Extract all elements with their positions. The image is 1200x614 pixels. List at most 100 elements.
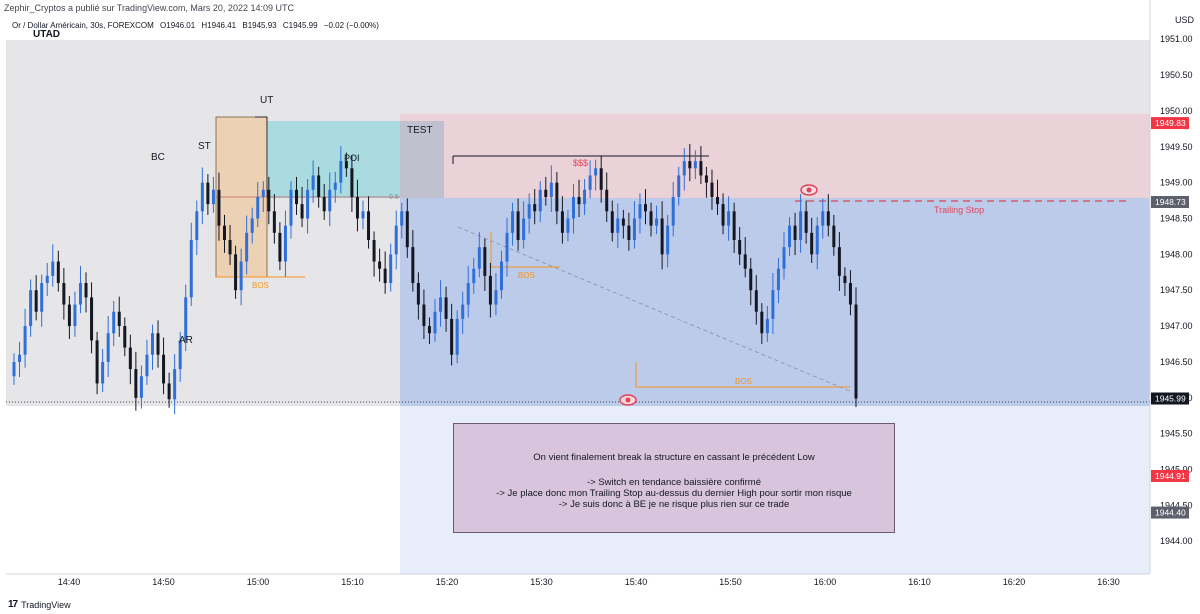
- candle-body: [732, 211, 736, 240]
- y-tick-label: 1946.50: [1160, 357, 1193, 367]
- label-bc: BC: [151, 152, 165, 163]
- candle-body: [389, 254, 393, 284]
- price-axis: 1951.00 1950.50 1950.00 1949.50 1949.00 1948.…: [1160, 34, 1193, 546]
- candle-body: [217, 189, 221, 226]
- candle-body: [328, 189, 332, 212]
- candle-body: [738, 240, 742, 255]
- candle-body: [211, 189, 215, 205]
- candle-body: [306, 189, 310, 219]
- candle-body: [516, 211, 520, 240]
- candle-body: [344, 161, 348, 169]
- eye-icon: [619, 394, 637, 406]
- candle-body: [538, 189, 542, 212]
- candle-body: [112, 311, 116, 334]
- candle-body: [799, 211, 803, 240]
- candle-body: [394, 225, 398, 255]
- y-tick-label: 1945.50: [1160, 429, 1193, 439]
- ohlc-close: C1945.99: [282, 21, 318, 30]
- candle-body: [123, 326, 127, 348]
- candle-body: [239, 261, 243, 291]
- candle-body: [206, 182, 210, 205]
- candle-body: [383, 268, 387, 284]
- candle-body: [644, 204, 647, 212]
- candle-body: [804, 211, 808, 233]
- y-tick-label: 1944.50: [1160, 500, 1193, 510]
- candle-body: [716, 196, 720, 205]
- candle-body: [444, 297, 448, 319]
- candle-body: [300, 204, 304, 219]
- candle-body: [571, 196, 575, 219]
- candle-body: [311, 175, 315, 190]
- y-tick-label: 1950.50: [1160, 70, 1193, 80]
- price-badge-label: 1944.40: [1155, 508, 1186, 518]
- distribution-zone: [400, 198, 1150, 406]
- label-st: ST: [198, 141, 211, 152]
- candle-body: [605, 189, 609, 212]
- candle-body: [405, 211, 409, 248]
- candle-body: [333, 182, 337, 190]
- label-fib: 0.5: [389, 194, 399, 201]
- bos2-line: [490, 232, 560, 268]
- candle-body: [693, 161, 697, 169]
- st-box: [215, 116, 268, 278]
- candles-group: [12, 143, 858, 415]
- ohlc-low: B1945.93: [242, 21, 277, 30]
- candle-body: [433, 311, 437, 334]
- candle-body: [23, 326, 27, 355]
- analysis-note[interactable]: On vient finalement break la structure e…: [453, 423, 895, 533]
- range-zone-gray: [6, 40, 1150, 406]
- price-badge-label: 1948.73: [1155, 197, 1186, 207]
- candle-body: [145, 354, 149, 377]
- candle-body: [62, 283, 66, 305]
- candle-body: [848, 283, 852, 305]
- x-tick-label: 15:50: [719, 577, 742, 587]
- candle-body: [427, 326, 431, 334]
- candle-body: [322, 196, 326, 212]
- candle-body: [826, 211, 830, 226]
- candle-body: [494, 290, 498, 305]
- candle-body: [821, 211, 825, 226]
- candle-body: [544, 189, 548, 197]
- candle-body: [638, 204, 642, 219]
- candle-body: [749, 268, 753, 291]
- candle-body: [577, 196, 581, 205]
- candle-body: [156, 333, 160, 355]
- candle-body: [555, 182, 559, 212]
- candle-body: [339, 161, 343, 183]
- symbol-name[interactable]: Or / Dollar Américain, 30s, FOREXCOM: [12, 21, 154, 30]
- price-badge-bg: [1151, 506, 1189, 519]
- bos3-line: [635, 362, 850, 388]
- candle-body: [378, 261, 382, 269]
- price-badge-bg: [1151, 469, 1189, 482]
- label-ut: UT: [260, 95, 273, 106]
- candle-body: [832, 225, 836, 248]
- label-bos-2: BOS: [518, 271, 535, 280]
- candle-body: [671, 196, 675, 226]
- label-bos-1: BOS: [252, 281, 269, 290]
- candle-body: [616, 218, 620, 233]
- candle-body: [765, 318, 769, 334]
- x-tick-label: 15:40: [625, 577, 648, 587]
- candle-body: [727, 211, 731, 226]
- x-tick-label: 16:00: [814, 577, 837, 587]
- x-tick-label: 16:30: [1097, 577, 1120, 587]
- y-tick-label: 1948.00: [1160, 249, 1193, 259]
- candle-body: [67, 304, 71, 327]
- x-tick-label: 15:20: [436, 577, 459, 587]
- candle-body: [522, 218, 526, 240]
- candle-body: [472, 268, 476, 284]
- candle-body: [78, 283, 82, 305]
- candle-body: [355, 196, 359, 219]
- candle-body: [101, 361, 105, 384]
- candle-body: [234, 254, 238, 291]
- tradingview-footer[interactable]: 17 TradingView: [8, 599, 71, 610]
- candle-body: [793, 225, 797, 240]
- symbol-info[interactable]: Or / Dollar Américain, 30s, FOREXCOM O19…: [12, 21, 383, 30]
- candle-body: [815, 225, 819, 255]
- candle-body: [583, 189, 587, 205]
- x-tick-label: 15:00: [247, 577, 270, 587]
- price-badge-label: 1944.91: [1155, 471, 1186, 481]
- candle-body: [843, 275, 847, 284]
- candle-body: [184, 297, 188, 341]
- candle-body: [655, 218, 659, 226]
